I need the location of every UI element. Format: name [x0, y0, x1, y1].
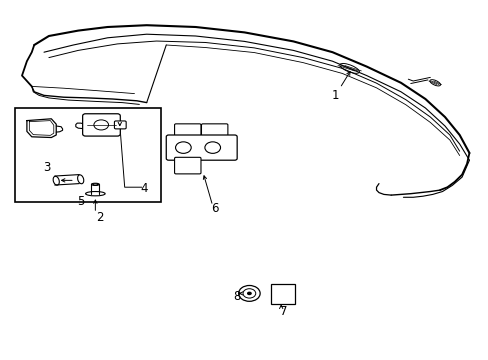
- Bar: [15, 108, 161, 202]
- FancyBboxPatch shape: [82, 114, 120, 136]
- FancyBboxPatch shape: [270, 284, 295, 304]
- FancyBboxPatch shape: [201, 124, 227, 139]
- Circle shape: [246, 292, 251, 295]
- FancyBboxPatch shape: [174, 124, 201, 139]
- Text: 7: 7: [279, 305, 287, 318]
- Text: 6: 6: [211, 202, 219, 215]
- FancyBboxPatch shape: [166, 135, 237, 160]
- Text: 8: 8: [233, 291, 241, 303]
- Text: 5: 5: [77, 195, 84, 208]
- FancyBboxPatch shape: [114, 121, 126, 129]
- Text: 4: 4: [140, 183, 148, 195]
- FancyBboxPatch shape: [174, 157, 201, 174]
- Text: 3: 3: [42, 161, 50, 174]
- Text: 2: 2: [96, 211, 104, 224]
- Text: 1: 1: [330, 89, 338, 102]
